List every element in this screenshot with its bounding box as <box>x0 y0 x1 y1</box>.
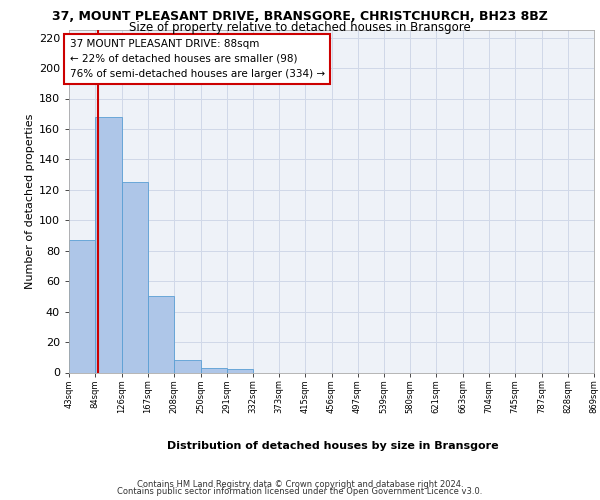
Bar <box>148 296 174 372</box>
Text: 37, MOUNT PLEASANT DRIVE, BRANSGORE, CHRISTCHURCH, BH23 8BZ: 37, MOUNT PLEASANT DRIVE, BRANSGORE, CHR… <box>52 10 548 23</box>
Text: Distribution of detached houses by size in Bransgore: Distribution of detached houses by size … <box>167 441 499 451</box>
Text: Contains public sector information licensed under the Open Government Licence v3: Contains public sector information licen… <box>118 487 482 496</box>
Text: Contains HM Land Registry data © Crown copyright and database right 2024.: Contains HM Land Registry data © Crown c… <box>137 480 463 489</box>
Bar <box>227 370 253 372</box>
Y-axis label: Number of detached properties: Number of detached properties <box>25 114 35 289</box>
Bar <box>200 368 227 372</box>
Bar <box>174 360 200 372</box>
Bar <box>122 182 148 372</box>
Bar <box>95 117 122 372</box>
Text: 37 MOUNT PLEASANT DRIVE: 88sqm
← 22% of detached houses are smaller (98)
76% of : 37 MOUNT PLEASANT DRIVE: 88sqm ← 22% of … <box>70 39 325 78</box>
Text: Size of property relative to detached houses in Bransgore: Size of property relative to detached ho… <box>129 21 471 34</box>
Bar <box>69 240 95 372</box>
